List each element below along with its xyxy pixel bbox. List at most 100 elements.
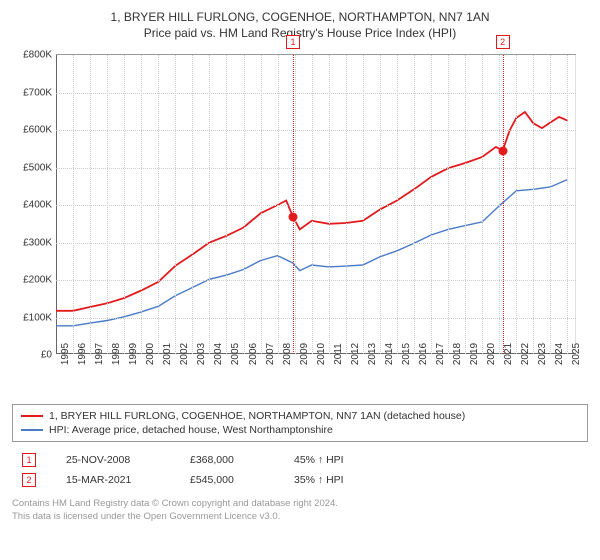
transaction-number-box: 1: [286, 35, 300, 49]
footer-line-2: This data is licensed under the Open Gov…: [12, 511, 588, 524]
y-tick-label: £700K: [23, 87, 56, 98]
x-tick-label: 2011: [329, 343, 344, 365]
gridline-v: [550, 55, 551, 354]
x-tick-label: 2007: [261, 343, 276, 365]
gridline-h: [56, 93, 576, 94]
gridline-v: [209, 55, 210, 354]
legend-swatch: [21, 429, 43, 431]
x-tick-label: 2002: [175, 343, 190, 365]
y-tick-label: £400K: [23, 200, 56, 211]
x-tick-label: 2009: [295, 343, 310, 365]
y-tick-label: £200K: [23, 275, 56, 286]
gridline-v: [278, 55, 279, 354]
x-tick-label: 1995: [56, 343, 71, 365]
gridline-v: [567, 55, 568, 354]
y-tick-label: £600K: [23, 125, 56, 136]
transaction-vline: [503, 55, 504, 354]
gridline-v: [158, 55, 159, 354]
x-tick-label: 2016: [414, 343, 429, 365]
chart-container: £0£100K£200K£300K£400K£500K£600K£700K£80…: [12, 48, 588, 398]
x-tick-label: 2000: [141, 343, 156, 365]
gridline-h: [56, 318, 576, 319]
transaction-row: 1 25-NOV-2008 £368,000 45% ↑ HPI: [12, 450, 588, 470]
x-tick-label: 2024: [550, 343, 565, 365]
x-tick-label: 2004: [209, 343, 224, 365]
gridline-v: [261, 55, 262, 354]
footer-text: Contains HM Land Registry data © Crown c…: [12, 498, 588, 524]
transaction-date: 25-NOV-2008: [66, 454, 176, 466]
x-tick-label: 2022: [516, 343, 531, 365]
gridline-v: [329, 55, 330, 354]
legend-item: HPI: Average price, detached house, West…: [21, 423, 579, 437]
gridline-v: [107, 55, 108, 354]
gridline-h: [56, 243, 576, 244]
gridline-v: [499, 55, 500, 354]
transaction-price: £368,000: [190, 454, 280, 466]
x-tick-label: 2017: [431, 343, 446, 365]
transaction-price: £545,000: [190, 474, 280, 486]
gridline-v: [73, 55, 74, 354]
gridline-h: [56, 205, 576, 206]
legend-label: 1, BRYER HILL FURLONG, COGENHOE, NORTHAM…: [49, 410, 465, 422]
gridline-v: [482, 55, 483, 354]
x-tick-label: 2012: [346, 343, 361, 365]
transaction-hpi: 35% ↑ HPI: [294, 474, 394, 486]
gridline-v: [465, 55, 466, 354]
legend-swatch: [21, 415, 43, 417]
x-tick-label: 2021: [499, 343, 514, 365]
gridline-v: [141, 55, 142, 354]
gridline-v: [175, 55, 176, 354]
x-tick-label: 1999: [124, 343, 139, 365]
x-tick-label: 2013: [363, 343, 378, 365]
gridline-v: [448, 55, 449, 354]
gridline-v: [516, 55, 517, 354]
x-tick-label: 2023: [533, 343, 548, 365]
transaction-marker: [288, 213, 297, 222]
gridline-v: [295, 55, 296, 354]
legend-item: 1, BRYER HILL FURLONG, COGENHOE, NORTHAM…: [21, 409, 579, 423]
gridline-v: [312, 55, 313, 354]
x-tick-label: 2006: [244, 343, 259, 365]
gridline-v: [192, 55, 193, 354]
gridline-v: [124, 55, 125, 354]
x-tick-label: 2001: [158, 343, 173, 365]
gridline-v: [533, 55, 534, 354]
y-tick-label: £800K: [23, 50, 56, 61]
gridline-v: [244, 55, 245, 354]
gridline-v: [226, 55, 227, 354]
transaction-hpi: 45% ↑ HPI: [294, 454, 394, 466]
x-tick-label: 1997: [90, 343, 105, 365]
footer-line-1: Contains HM Land Registry data © Crown c…: [12, 498, 588, 511]
x-tick-label: 2003: [192, 343, 207, 365]
x-tick-label: 2020: [482, 343, 497, 365]
y-tick-label: £300K: [23, 237, 56, 248]
x-tick-label: 1998: [107, 343, 122, 365]
transaction-vline: [293, 55, 294, 354]
x-tick-label: 2010: [312, 343, 327, 365]
transaction-number: 1: [22, 453, 36, 467]
transaction-table: 1 25-NOV-2008 £368,000 45% ↑ HPI 2 15-MAR-202…: [12, 450, 588, 490]
x-tick-label: 1996: [73, 343, 88, 365]
gridline-h: [56, 280, 576, 281]
y-tick-label: £500K: [23, 162, 56, 173]
x-tick-label: 2015: [397, 343, 412, 365]
plot-area: £0£100K£200K£300K£400K£500K£600K£700K£80…: [56, 54, 576, 354]
transaction-date: 15-MAR-2021: [66, 474, 176, 486]
x-tick-label: 2025: [567, 343, 582, 365]
legend: 1, BRYER HILL FURLONG, COGENHOE, NORTHAM…: [12, 404, 588, 442]
x-tick-label: 2014: [380, 343, 395, 365]
transaction-number: 2: [22, 473, 36, 487]
gridline-v: [90, 55, 91, 354]
legend-label: HPI: Average price, detached house, West…: [49, 424, 333, 436]
y-tick-label: £0: [41, 350, 56, 361]
x-tick-label: 2019: [465, 343, 480, 365]
x-tick-label: 2008: [278, 343, 293, 365]
gridline-v: [414, 55, 415, 354]
chart-title-main: 1, BRYER HILL FURLONG, COGENHOE, NORTHAM…: [12, 10, 588, 24]
gridline-h: [56, 168, 576, 169]
gridline-h: [56, 130, 576, 131]
transaction-number-box: 2: [496, 35, 510, 49]
gridline-v: [431, 55, 432, 354]
gridline-v: [380, 55, 381, 354]
gridline-v: [363, 55, 364, 354]
